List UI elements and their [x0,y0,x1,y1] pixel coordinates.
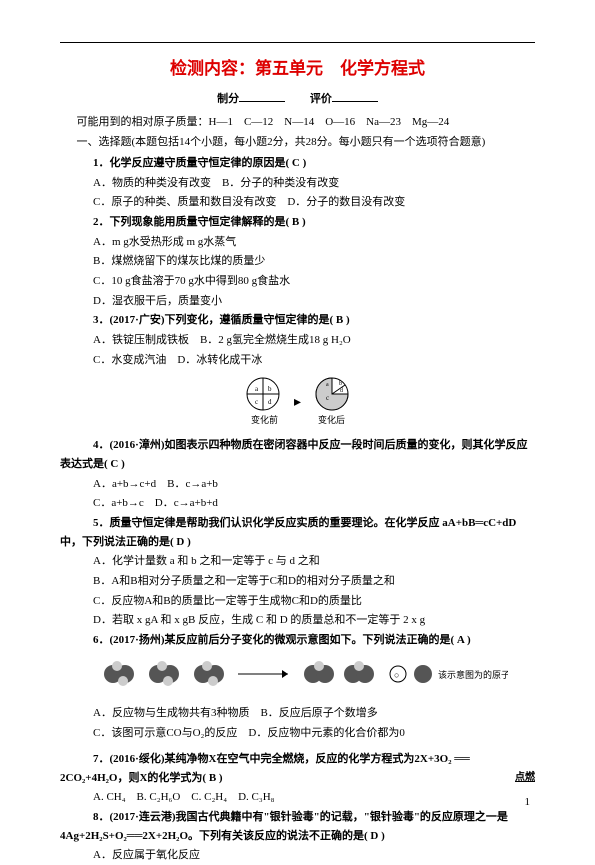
pie-after: a b c d 变化后 [312,374,352,433]
score-line: 制分 评价 [60,90,535,109]
svg-text:b: b [339,381,342,387]
svg-text:变化前: 变化前 [251,414,278,425]
q8-stem: 8．(2017·连云港)我国古代典籍中有"银针验毒"的记载，"银针验毒"的反应原… [60,808,535,845]
pie-diagram-row: a b c d 变化前 ▸ a b c d 变化后 [60,374,535,433]
q1-stem: 1．化学反应遵守质量守恒定律的原因是( C ) [60,154,535,173]
q5-opt-b: B．A和B相对分子质量之和一定等于C和D的相对分子质量之和 [60,572,535,591]
q3-stem: 3．(2017·广安)下列变化，遵循质量守恒定律的是( B ) [60,311,535,330]
ignite-label: 点燃 [482,769,535,786]
q2-opt-a: A．m g水受热形成 m g水蒸气 [60,233,535,252]
molecule-diagram: ○ 该示意图为的原子 [60,654,535,701]
svg-text:d: d [268,398,272,406]
score-blank-2 [332,101,378,102]
page-number: 1 [525,793,531,812]
page-title: 检测内容：第五单元 化学方程式 [60,55,535,84]
svg-text:c: c [255,398,258,406]
svg-text:b: b [268,385,272,393]
pie-before: a b c d 变化前 [243,374,283,433]
q6-opt-c: C．该图可示意CO与O₂的反应 D．反应物中元素的化合价都为0 [60,724,535,743]
q2-stem: 2．下列现象能用质量守恒定律解释的是( B ) [60,213,535,232]
q5-stem: 5．质量守恒定律是帮助我们认识化学反应实质的重要理论。在化学反应 aA+bB═c… [60,514,535,551]
q5-opt-c: C．反应物A和B的质量比一定等于生成物C和D的质量比 [60,592,535,611]
svg-text:c: c [326,394,329,402]
q2-opt-c: C．10 g食盐溶于70 g水中得到80 g食盐水 [60,272,535,291]
score-left-label: 制分 [217,93,239,105]
arrow-icon: ▸ [294,391,301,415]
q1-opt-c: C．原子的种类、质量和数目没有改变 D．分子的数目没有改变 [60,193,535,212]
svg-text:变化后: 变化后 [318,414,345,425]
q1-opt-a: A．物质的种类没有改变 B．分子的种类没有改变 [60,174,535,193]
q6-opt-a: A．反应物与生成物共有3种物质 B．反应后原子个数增多 [60,704,535,723]
q7-opts: A. CH₄ B. C₂H₆O C. C₂H₄ D. C₃H₈ [60,788,535,807]
svg-text:a: a [255,385,259,393]
exam-page: 检测内容：第五单元 化学方程式 制分 评价 可能用到的相对原子质量：H—1 C—… [0,0,595,842]
q3-opt-a: A．铁锭压制成铁板 B．2 g氢完全燃烧生成18 g H₂O [60,331,535,350]
q8-opt-a: A．反应属于氧化反应 [60,846,535,865]
section-1-head: 一、选择题(本题包括14个小题，每小题2分，共28分。每小题只有一个选项符合题意… [60,133,535,152]
q3-opt-c: C．水变成汽油 D．冰转化成干冰 [60,351,535,370]
q5-opt-d: D．若取 x gA 和 x gB 反应，生成 C 和 D 的质量总和不一定等于 … [60,611,535,630]
svg-text:a: a [326,382,329,388]
q6-stem: 6．(2017·扬州)某反应前后分子变化的微观示意图如下。下列说法正确的是( A… [60,631,535,650]
svg-text:该示意图为的原子: 该示意图为的原子 [438,669,508,680]
q7-stem: 7．(2016·绥化)某纯净物X在空气中完全燃烧，反应的化学方程式为2X+3O₂… [60,750,535,787]
q4-stem: 4．(2016·漳州)如图表示四种物质在密闭容器中反应一段时间后质量的变化，则其… [60,436,535,473]
q4-opt-c: C．a+b→c D．c→a+b+d [60,494,535,513]
atomic-masses: 可能用到的相对原子质量：H—1 C—12 N—14 O—16 Na—23 Mg—… [60,113,535,132]
q4-opt-a: A．a+b→c+d B．c→a+b [60,475,535,494]
svg-text:○: ○ [394,670,399,680]
q5-opt-a: A．化学计量数 a 和 b 之和一定等于 c 与 d 之和 [60,552,535,571]
score-blank-1 [239,101,285,102]
q2-opt-d: D．湿衣服干后，质量变小 [60,292,535,311]
svg-text:d: d [340,388,343,394]
q2-opt-b: B．煤燃烧留下的煤灰比煤的质量少 [60,252,535,271]
score-right-label: 评价 [310,93,332,105]
